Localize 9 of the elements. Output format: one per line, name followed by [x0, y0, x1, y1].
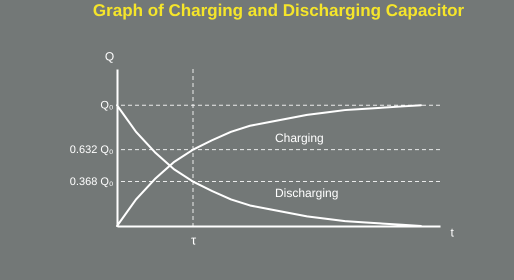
y-axis-title: Q — [104, 50, 114, 64]
y-tick-label: 0.632 Q₀ — [70, 144, 114, 156]
x-axis-title: t — [450, 226, 454, 240]
chart-title: Graph of Charging and Discharging Capacitor — [92, 1, 464, 20]
series-label: Charging — [275, 131, 324, 146]
y-tick-label: Q₀ — [100, 100, 114, 112]
y-tick-label: 0.368 Q₀ — [70, 176, 114, 188]
series-label: Discharging — [275, 186, 338, 200]
x-tick-label: τ — [190, 232, 197, 248]
